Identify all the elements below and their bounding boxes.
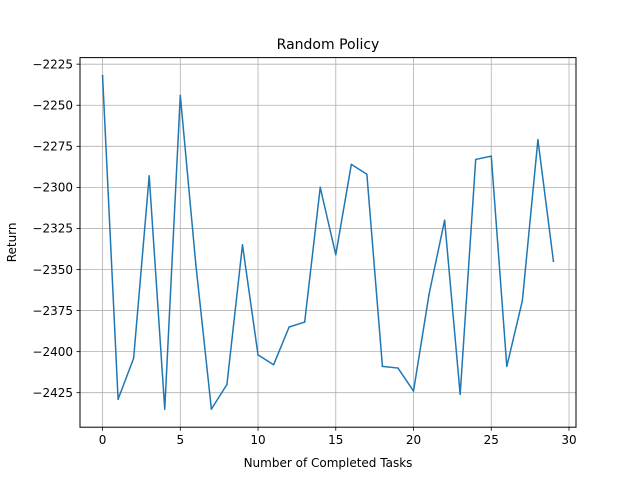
x-tick-label: 0: [99, 433, 107, 447]
data-point: [443, 219, 446, 221]
x-tick-label: 15: [328, 433, 343, 447]
chart-title: Random Policy: [277, 37, 380, 53]
y-tick-label: −2300: [32, 181, 73, 195]
y-tick-label: −2375: [32, 304, 73, 318]
data-point: [537, 138, 539, 141]
data-point: [163, 408, 166, 410]
data-point: [459, 393, 461, 396]
data-point: [257, 354, 259, 356]
data-point: [350, 163, 353, 166]
y-tick-label: −2425: [32, 386, 73, 400]
data-point: [179, 94, 182, 97]
data-point: [474, 158, 477, 161]
x-axis-label: Number of Completed Tasks: [244, 456, 413, 470]
data-point: [148, 175, 150, 177]
data-point: [272, 364, 275, 366]
data-point: [319, 186, 321, 189]
data-point: [521, 299, 524, 302]
data-point: [303, 321, 306, 323]
y-axis: −2425 −2400 −2375 −2350 −2325 −2300 −2275 −2250…: [32, 57, 80, 400]
y-tick-label: −2225: [32, 57, 73, 71]
data-point: [288, 326, 290, 328]
data-point: [241, 244, 244, 246]
data-point: [335, 253, 337, 256]
series-line: [101, 74, 555, 410]
series-layer: [101, 74, 555, 410]
plot-frame: [79, 57, 577, 428]
grid: [80, 57, 576, 428]
data-point: [490, 155, 493, 157]
x-tick-label: 10: [250, 433, 265, 447]
y-tick-label: −2350: [32, 263, 73, 277]
x-tick-label: 20: [406, 433, 421, 447]
data-point: [195, 263, 197, 266]
y-tick-label: −2325: [32, 222, 73, 236]
data-point: [381, 365, 384, 368]
data-point: [506, 365, 508, 368]
data-point: [101, 74, 104, 77]
y-tick-label: −2275: [32, 140, 73, 154]
y-axis-label: Return: [5, 222, 19, 262]
y-tick-label: −2250: [32, 99, 73, 113]
y-tick-label: −2400: [32, 345, 73, 359]
data-point: [412, 390, 415, 392]
data-point: [226, 383, 228, 386]
data-point: [552, 260, 555, 263]
x-axis: 0 5 10 15 20 25 30: [99, 427, 577, 447]
x-tick-label: 30: [561, 433, 576, 447]
data-point: [397, 367, 399, 369]
data-point: [117, 398, 119, 401]
data-point: [132, 357, 135, 359]
data-point: [366, 173, 368, 175]
data-point: [210, 408, 213, 410]
data-point: [428, 293, 430, 295]
x-tick-label: 5: [176, 433, 184, 447]
x-tick-label: 25: [484, 433, 499, 447]
